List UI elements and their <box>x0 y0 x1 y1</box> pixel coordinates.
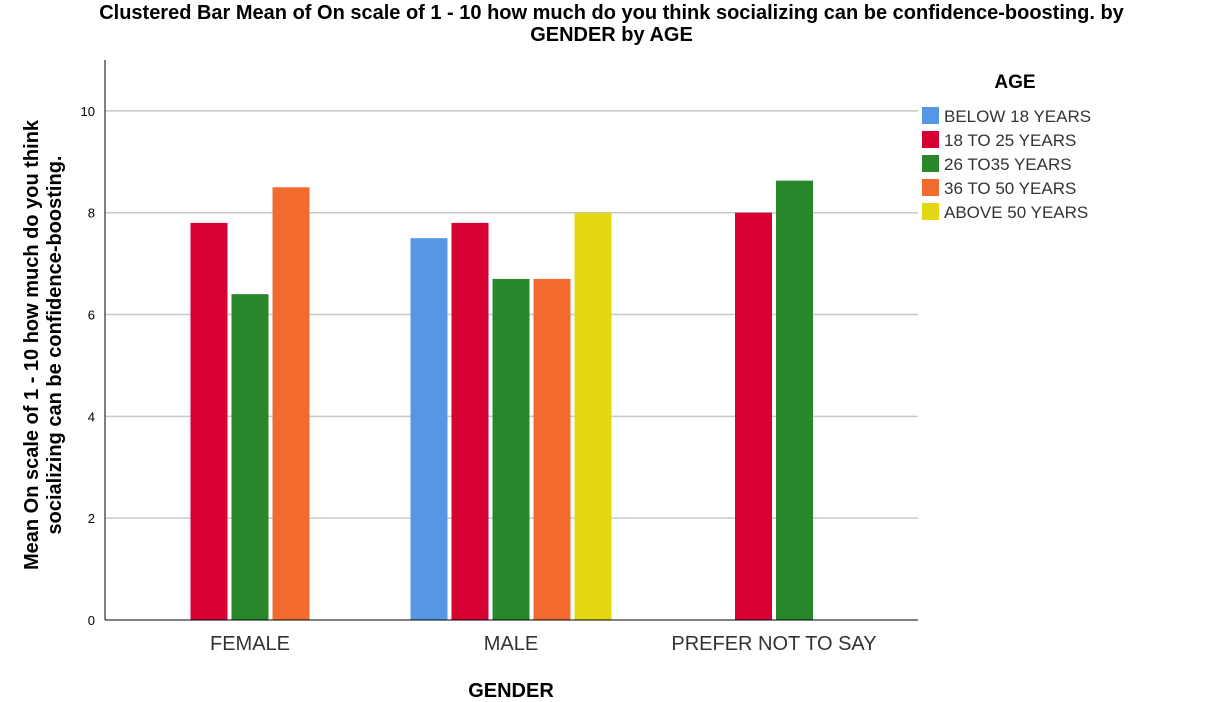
bar-female-26-to35-years <box>231 294 269 620</box>
legend-title: AGE <box>994 72 1035 93</box>
y-axis-label-line-2: socializing can be confidence-boosting. <box>44 156 66 535</box>
legend-label: 26 TO35 YEARS <box>944 155 1072 174</box>
y-tick-label: 4 <box>88 409 95 424</box>
legend-swatch <box>922 131 939 148</box>
bar-female-18-to-25-years <box>190 222 228 620</box>
y-tick-label: 0 <box>88 613 95 628</box>
legend-swatch <box>922 179 939 196</box>
legend: AGE BELOW 18 YEARS 18 TO 25 YEARS 26 TO35 … <box>922 72 1091 222</box>
legend-swatch <box>922 155 939 172</box>
legend-label: BELOW 18 YEARS <box>944 107 1091 126</box>
bar-male-18-to-25-years <box>451 222 489 620</box>
y-tick-label: 8 <box>88 206 95 221</box>
legend-label: ABOVE 50 YEARS <box>944 203 1088 222</box>
y-tick-label: 2 <box>88 511 95 526</box>
y-axis-label-line-1: Mean On scale of 1 - 10 how much do you … <box>21 119 43 570</box>
x-tick-label: FEMALE <box>210 633 290 655</box>
y-tick-labels: 0 2 4 6 8 10 <box>81 104 95 628</box>
legend-label: 18 TO 25 YEARS <box>944 131 1076 150</box>
bar-male-26-to35-years <box>492 278 530 620</box>
x-tick-label: MALE <box>484 633 538 655</box>
legend-swatch <box>922 107 939 124</box>
bar-male-below-18-years <box>410 238 448 620</box>
chart-title-line-1: Clustered Bar Mean of On scale of 1 - 10… <box>99 2 1124 24</box>
legend-label: 36 TO 50 YEARS <box>944 179 1076 198</box>
x-axis-label: GENDER <box>468 680 554 702</box>
y-tick-label: 6 <box>88 308 95 323</box>
x-tick-label: PREFER NOT TO SAY <box>671 633 876 655</box>
bar-male-above-50-years <box>574 212 612 620</box>
legend-items: BELOW 18 YEARS 18 TO 25 YEARS 26 TO35 YEAR… <box>922 107 1091 222</box>
bar-prefer-not-to-say-26-to35-years <box>776 180 813 620</box>
y-axis-label: Mean On scale of 1 - 10 how much do you … <box>21 119 66 570</box>
legend-swatch <box>922 203 939 220</box>
x-tick-labels: FEMALE MALE PREFER NOT TO SAY <box>210 633 877 655</box>
bars <box>190 180 813 621</box>
y-tick-label: 10 <box>81 104 95 119</box>
bar-female-36-to-50-years <box>272 187 310 621</box>
chart-title: Clustered Bar Mean of On scale of 1 - 10… <box>0 2 1223 46</box>
chart-title-line-2: GENDER by AGE <box>530 24 693 46</box>
bar-male-36-to-50-years <box>533 278 571 620</box>
bar-prefer-not-to-say-18-to-25-years <box>735 212 772 620</box>
